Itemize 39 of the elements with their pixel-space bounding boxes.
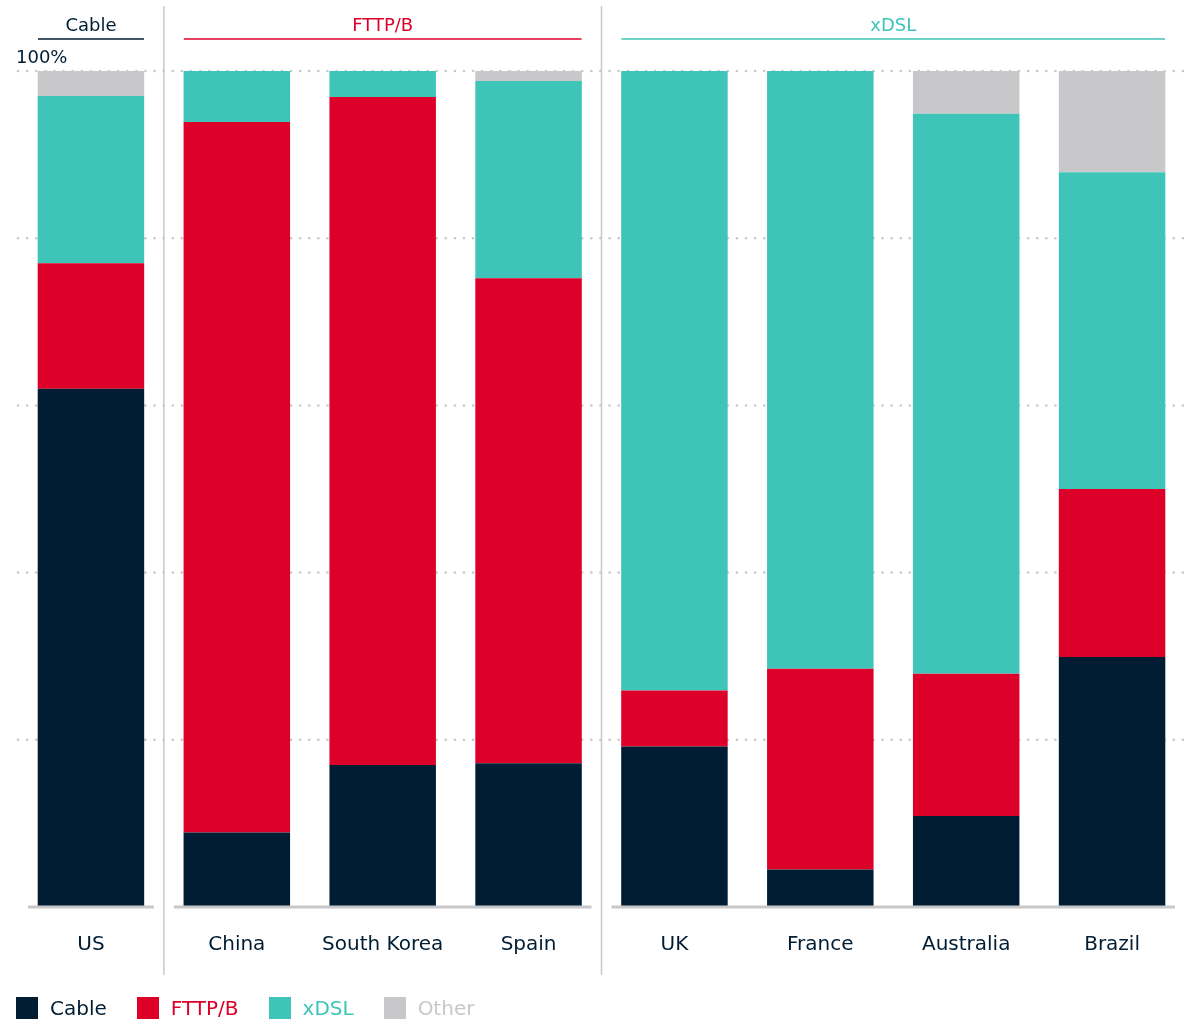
- text: Cable: [65, 13, 117, 35]
- x-tick-label: France: [787, 931, 854, 956]
- bar: [475, 81, 582, 279]
- text: xDSL: [870, 13, 917, 35]
- bar: [621, 746, 728, 907]
- bar: [1058, 172, 1166, 489]
- bar: [912, 815, 1020, 907]
- bar: [475, 278, 582, 764]
- x-tick-label: Spain: [500, 931, 557, 956]
- bar: [621, 71, 728, 691]
- bar: [183, 71, 291, 122]
- bar: [767, 71, 874, 669]
- bar: [329, 71, 436, 97]
- x-tick-label: Australia: [921, 931, 1011, 956]
- x-tick-label: UK: [660, 931, 690, 956]
- bar: [475, 763, 582, 907]
- bar: [329, 764, 436, 907]
- bar: [183, 832, 291, 907]
- bar: [329, 96, 436, 765]
- bar: [767, 869, 874, 907]
- legend-label: FTTP/B: [170, 996, 239, 1020]
- bar: [767, 668, 874, 870]
- bar: [37, 263, 145, 389]
- x-tick-label: US: [77, 931, 105, 956]
- x-tick-label: Brazil: [1084, 931, 1140, 956]
- bar: [912, 113, 1020, 674]
- ref-line-label: 100%: [16, 45, 68, 67]
- bar: [183, 122, 291, 833]
- bar: [621, 690, 728, 747]
- bar: [1058, 489, 1166, 658]
- bar: [37, 388, 145, 907]
- bar: [1058, 657, 1166, 907]
- bar: [912, 673, 1020, 816]
- x-tick-label: China: [208, 931, 266, 956]
- legend-label: Cable: [50, 996, 107, 1020]
- bar: [37, 96, 145, 264]
- text: FTTP/B: [352, 13, 414, 35]
- x-tick-label: South Korea: [322, 931, 444, 956]
- legend-label: xDSL: [302, 996, 354, 1020]
